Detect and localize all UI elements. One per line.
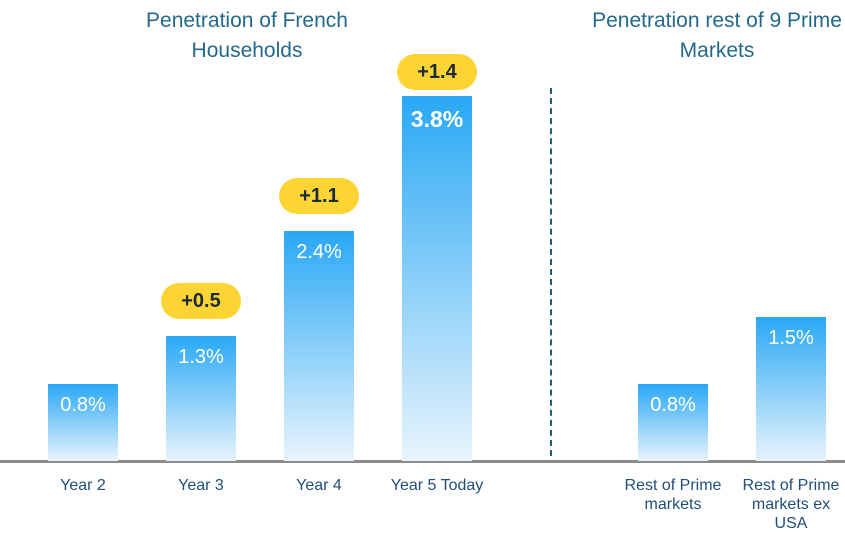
x-tick-label: Year 3 [178,477,224,494]
change-badge: +1.4 [397,54,477,91]
x-tick-label: Year 5 Today [390,477,484,494]
x-tick-label: Year 2 [60,477,106,494]
change-badge: +0.5 [161,283,241,320]
bar [48,384,118,461]
value-label: 3.8% [410,106,464,133]
value-label: 0.8% [650,394,696,417]
bar [166,336,236,461]
bar [402,96,472,461]
bar [756,316,826,461]
value-label: 1.5% [768,326,814,349]
bar [638,384,708,461]
value-label: 0.8% [60,394,106,417]
x-tick-label: Rest of Prime markets [624,477,722,513]
change-badge: +1.1 [279,177,359,214]
x-tick-label: Year 4 [296,477,342,494]
value-label: 1.3% [178,346,224,369]
baseline [0,460,845,463]
divider [550,88,552,456]
chart-title: Penetration rest of 9 Prime Markets [592,9,842,62]
x-tick-label: Rest of Prime markets ex USA [742,477,840,532]
bar [284,230,354,461]
chart-title: Penetration of French Households [146,9,348,62]
value-label: 2.4% [296,240,342,263]
